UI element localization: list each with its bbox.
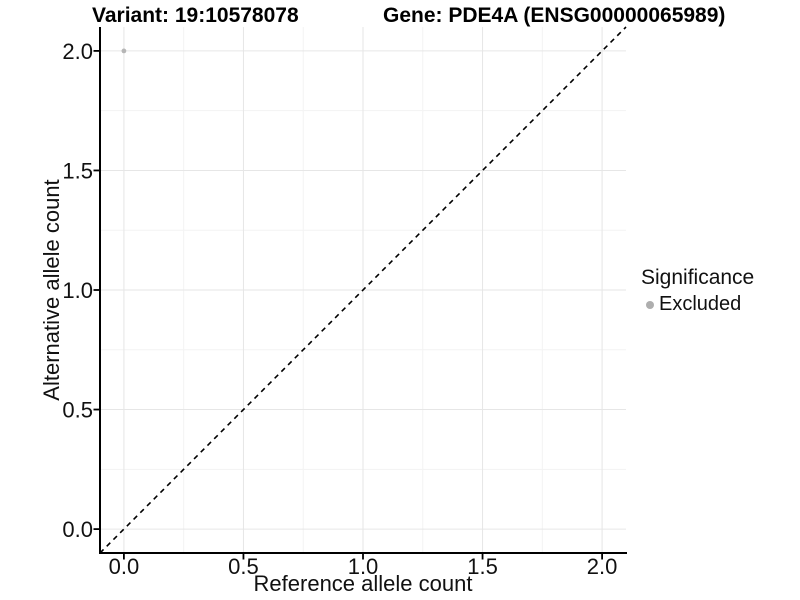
identity-reference-line bbox=[99, 26, 627, 554]
plot-title-variant: Variant: 19:10578078 bbox=[92, 4, 299, 27]
y-tick-label: 0.5 bbox=[62, 398, 93, 423]
excluded-point-icon bbox=[646, 300, 654, 309]
series-excluded bbox=[121, 48, 127, 54]
y-tick-label: 1.0 bbox=[62, 278, 93, 303]
tick-marks bbox=[93, 50, 603, 560]
x-tick-label: 0.0 bbox=[109, 554, 140, 579]
x-tick-label: 1.5 bbox=[467, 554, 498, 579]
y-tick-label: 2.0 bbox=[62, 39, 93, 64]
y-tick-label: 1.5 bbox=[62, 158, 93, 183]
x-tick-label: 2.0 bbox=[587, 554, 618, 579]
y-tick-label: 0.0 bbox=[62, 517, 93, 542]
plot-title-gene: Gene: PDE4A (ENSG00000065989) bbox=[383, 4, 726, 27]
legend-title: Significance bbox=[641, 266, 755, 289]
data-point bbox=[121, 48, 127, 54]
legend-entry-label: Excluded bbox=[659, 293, 742, 315]
legend: Significance Excluded bbox=[641, 266, 754, 316]
legend-entry-excluded: Excluded bbox=[641, 293, 754, 316]
y-axis-title: Alternative allele count bbox=[39, 179, 64, 401]
x-tick-label: 0.5 bbox=[228, 554, 259, 579]
x-axis-title: Reference allele count bbox=[253, 571, 473, 596]
x-tick-label: 1.0 bbox=[348, 554, 379, 579]
x-tick-labels: 0.0 0.5 1.0 1.5 2.0 bbox=[109, 554, 618, 579]
y-tick-labels: 0.0 0.5 1.0 1.5 2.0 bbox=[62, 39, 93, 542]
axis-lines bbox=[99, 27, 627, 554]
